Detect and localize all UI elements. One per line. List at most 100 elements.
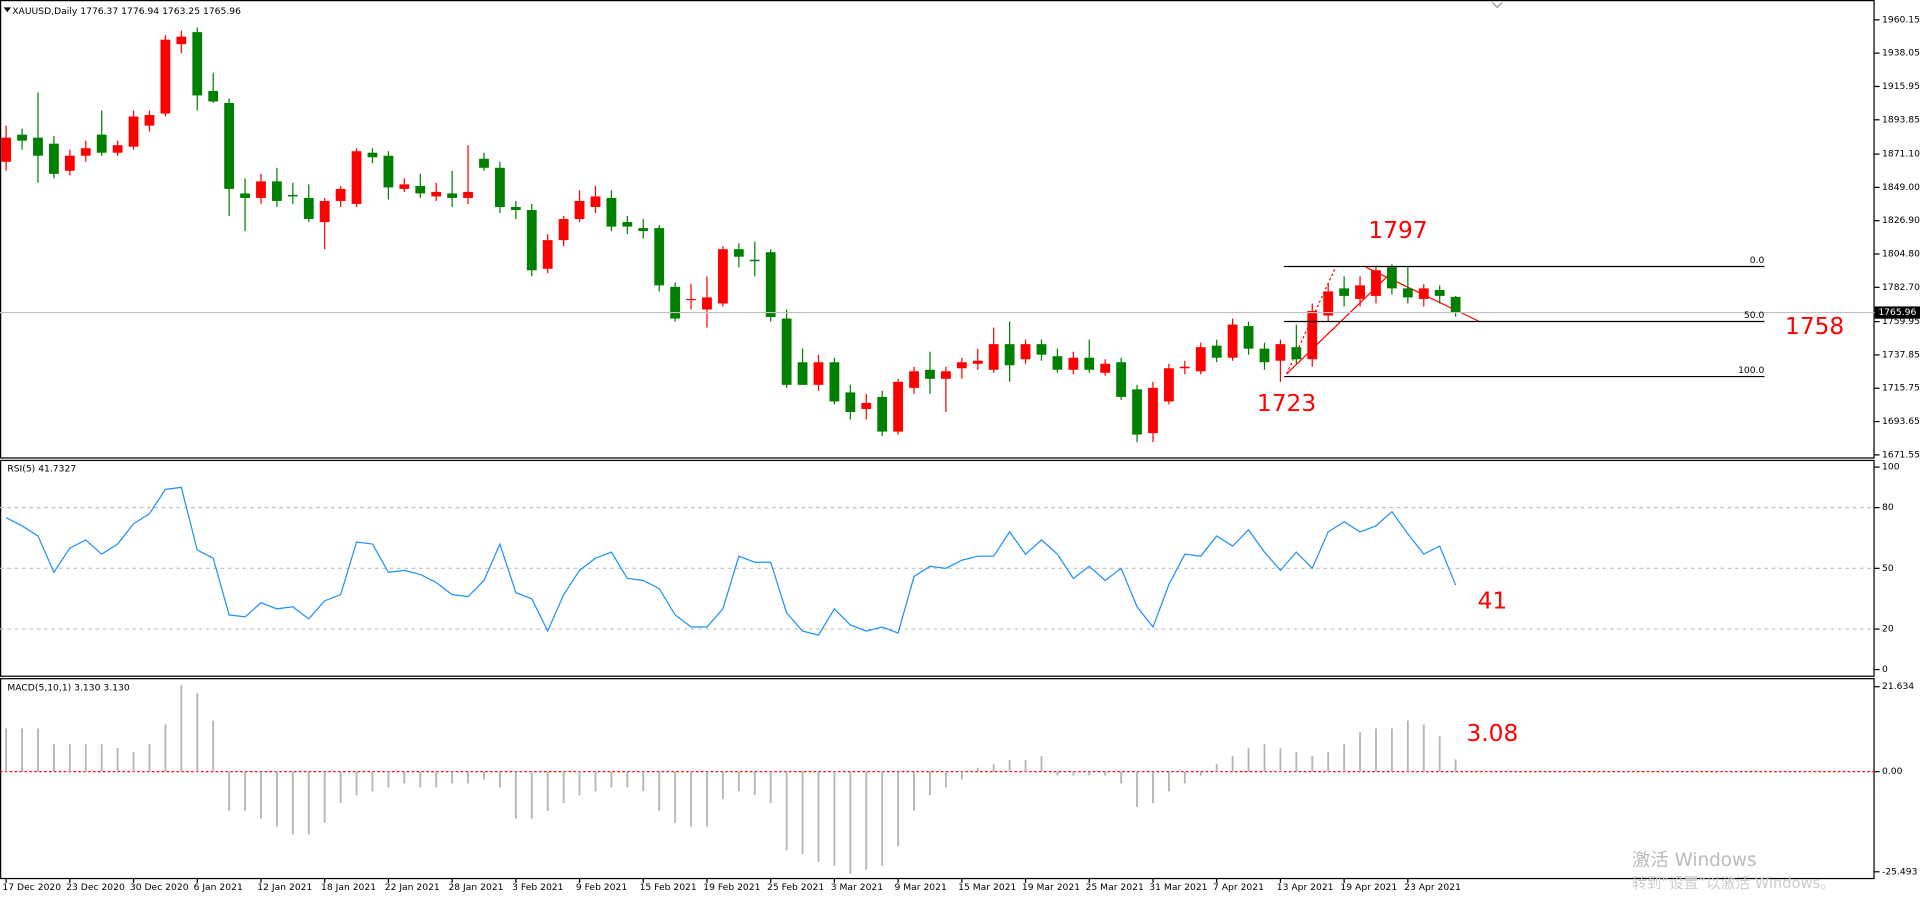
candle-body [797, 362, 808, 385]
annotation: 1758 [1785, 313, 1844, 340]
candle-body [64, 155, 75, 171]
x-tick-label: 25 Mar 2021 [1086, 882, 1144, 893]
candle-body [192, 32, 203, 96]
candle-body [765, 252, 776, 318]
candle-body [590, 196, 601, 207]
candle-body [256, 181, 266, 198]
x-tick-label: 22 Jan 2021 [385, 882, 440, 893]
candle-body [1259, 348, 1270, 363]
y-tick-label: 21.634 [1882, 681, 1914, 692]
candle-body [208, 90, 219, 102]
rsi-header: RSI(5) 41.7327 [7, 463, 76, 474]
candle-body [702, 297, 712, 310]
y-tick-label: 0 [1882, 664, 1888, 675]
candle-body [17, 134, 27, 141]
x-tick-label: 9 Feb 2021 [576, 882, 627, 893]
x-tick-label: 3 Mar 2021 [831, 882, 883, 893]
annotation: 3.08 [1466, 720, 1518, 747]
candle-body [733, 249, 744, 257]
candle-body [80, 148, 91, 156]
candle-body [1068, 357, 1079, 370]
collapse-icon [3, 7, 12, 13]
x-tick-label: 9 Mar 2021 [894, 882, 946, 893]
candle-body [1132, 389, 1142, 435]
candle-body [447, 193, 458, 198]
annotation: 41 [1478, 588, 1508, 615]
y-tick-label: 1671.55 [1882, 449, 1920, 460]
candle-body [367, 152, 378, 158]
candle-body [1291, 347, 1302, 360]
annotation: 1723 [1257, 390, 1316, 417]
candle-body [845, 392, 856, 412]
y-tick-label: 1759.95 [1882, 316, 1920, 327]
candle-body [1211, 345, 1222, 358]
y-tick-label: 50 [1882, 563, 1894, 574]
y-tick-label: 1938.05 [1882, 48, 1920, 59]
candle-body [925, 369, 935, 379]
y-tick-label: -25.493 [1882, 866, 1918, 877]
candle-body [718, 249, 728, 304]
candle-body [1179, 366, 1190, 369]
candle-body [909, 371, 919, 388]
x-tick-label: 30 Dec 2020 [130, 882, 189, 893]
candle-body [1275, 344, 1286, 361]
candle-body [1450, 296, 1461, 313]
x-tick-label: 19 Apr 2021 [1340, 882, 1397, 893]
macd-header: MACD(5,10,1) 3.130 3.130 [7, 682, 129, 693]
y-tick-label: 1893.85 [1882, 114, 1920, 125]
x-tick-label: 19 Feb 2021 [703, 882, 760, 893]
candle-body [479, 158, 489, 168]
candle-body [574, 200, 585, 220]
y-tick-label: 1915.95 [1882, 81, 1920, 92]
candle-body [495, 167, 505, 207]
candle-body [1323, 291, 1334, 316]
candle-body [1164, 368, 1174, 402]
y-tick-label: 20 [1882, 624, 1894, 635]
candle-body [813, 362, 824, 385]
candle-body [877, 396, 888, 432]
candle-body [272, 181, 282, 201]
low: 1763.25 [162, 6, 200, 17]
candle-body [749, 259, 760, 262]
x-tick-label: 25 Feb 2021 [767, 882, 824, 893]
candle-body [510, 206, 521, 210]
x-tick-label: 12 Jan 2021 [257, 882, 312, 893]
candle-body [1355, 285, 1365, 299]
candle-body [128, 116, 139, 147]
x-tick-label: 15 Mar 2021 [958, 882, 1016, 893]
candle-body [1371, 270, 1381, 296]
candle-body [1387, 267, 1397, 289]
fib-label: 100.0 [1738, 365, 1764, 376]
candle-body [829, 362, 840, 402]
candle-body [1148, 387, 1158, 434]
candle-body [224, 102, 235, 189]
x-tick-label: 13 Apr 2021 [1277, 882, 1334, 893]
macd-panel [0, 678, 1875, 880]
candle-body [941, 371, 951, 379]
x-tick-label: 19 Mar 2021 [1022, 882, 1080, 893]
x-tick-label: 23 Dec 2020 [66, 882, 125, 893]
candle-body [1227, 324, 1238, 358]
candle-body [1339, 288, 1350, 296]
candle-body [1004, 344, 1015, 366]
x-tick-label: 3 Feb 2021 [512, 882, 563, 893]
y-tick-label: 1782.70 [1882, 282, 1920, 293]
candle-body [176, 36, 187, 45]
x-tick-label: 7 Apr 2021 [1213, 882, 1264, 893]
candle-body [144, 115, 155, 126]
open: 1776.37 [80, 6, 118, 17]
candle-body [606, 197, 617, 227]
candle-body [96, 134, 107, 153]
candle-body [160, 39, 171, 114]
candle-body [240, 193, 250, 198]
x-tick-label: 15 Feb 2021 [640, 882, 697, 893]
candle-body [399, 184, 410, 189]
candle-body [1052, 356, 1063, 370]
x-tick-label: 6 Jan 2021 [194, 882, 243, 893]
candle-body [861, 402, 872, 409]
shift-marker [1491, 2, 1503, 9]
annotation: 1797 [1368, 217, 1427, 244]
candle-body [49, 143, 59, 174]
